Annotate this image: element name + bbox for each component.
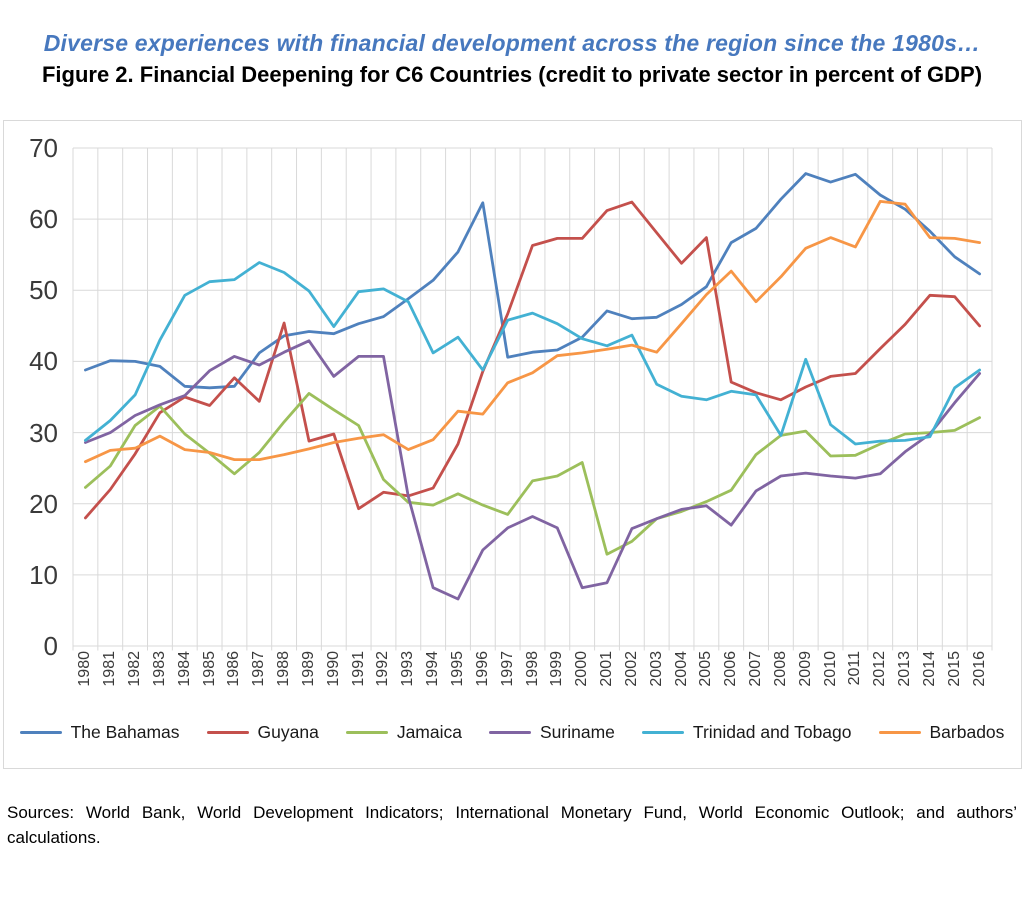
- x-tick-label: 1984: [175, 651, 193, 687]
- legend-item-suriname: Suriname: [489, 722, 615, 743]
- x-tick-label: 2005: [697, 651, 715, 687]
- x-tick-label: 2009: [796, 651, 814, 687]
- x-tick-label: 1996: [473, 651, 491, 687]
- x-tick-label: 2002: [622, 651, 640, 687]
- y-tick-label: 70: [29, 133, 58, 163]
- legend-item-the-bahamas: The Bahamas: [19, 722, 180, 743]
- plot-area: [72, 147, 993, 653]
- y-tick-label: 20: [29, 488, 58, 519]
- series-line-barbados: [83, 200, 981, 464]
- legend-line-swatch: [19, 730, 62, 735]
- line-chart: [72, 147, 993, 651]
- y-tick-label: 60: [29, 204, 58, 235]
- x-tick-label: 2015: [945, 651, 963, 687]
- x-tick-label: 1985: [200, 651, 218, 687]
- x-tick-label: 1994: [424, 651, 442, 687]
- y-tick-label: 0: [43, 631, 58, 661]
- legend-line-swatch: [206, 730, 249, 735]
- x-tick-label: 2011: [846, 651, 864, 686]
- x-tick-label: 1988: [275, 651, 293, 687]
- x-tick-label: 2007: [747, 651, 765, 687]
- series-line-guyana: [83, 200, 981, 520]
- sources-line-1: Sources: World Bank, World Development I…: [7, 803, 1017, 822]
- legend-line-swatch: [878, 730, 921, 735]
- x-tick-label: 1986: [225, 651, 243, 687]
- legend-item-barbados: Barbados: [878, 722, 1005, 743]
- legend-item-trinidad-and-tobago: Trinidad and Tobago: [641, 722, 852, 743]
- series-line-suriname: [83, 339, 981, 601]
- series-line-trinidad-and-tobago: [83, 261, 981, 446]
- chart-subtitle: Diverse experiences with financial devel…: [43, 30, 981, 56]
- x-tick-label: 1981: [101, 651, 119, 687]
- x-tick-label: 1998: [523, 651, 541, 687]
- x-tick-label: 2014: [920, 651, 938, 687]
- x-tick-label: 2001: [598, 651, 615, 687]
- x-tick-label: 1991: [349, 651, 367, 687]
- x-tick-label: 2016: [970, 651, 988, 687]
- x-tick-label: 1989: [299, 651, 317, 687]
- legend-label: Jamaica: [396, 722, 462, 742]
- x-tick-label: 1982: [126, 651, 144, 687]
- sources-line-2: calculations.: [7, 828, 101, 847]
- series-line-the-bahamas: [83, 172, 981, 390]
- x-tick-label: 1987: [250, 651, 268, 687]
- x-tick-label: 1995: [448, 651, 466, 687]
- y-tick-label: 10: [29, 559, 58, 590]
- x-tick-label: 1992: [374, 651, 392, 687]
- legend-label: Guyana: [257, 722, 319, 742]
- x-tick-label: 1980: [76, 651, 94, 687]
- x-tick-label: 2010: [821, 651, 839, 687]
- legend-label: Trinidad and Tobago: [692, 722, 852, 742]
- chart-legend: The Bahamas Guyana Jamaica Suriname Trinidad…: [0, 722, 1024, 743]
- sources-note: Sources: World Bank, World Development I…: [7, 800, 1017, 850]
- figure-caption: Figure 2. Financial Deepening for C6 Cou…: [41, 62, 983, 87]
- x-tick-label: 2008: [771, 651, 789, 687]
- legend-label: The Bahamas: [70, 722, 180, 742]
- x-tick-label: 1983: [150, 651, 168, 687]
- x-tick-label: 1993: [399, 651, 417, 687]
- x-tick-label: 2004: [672, 651, 690, 687]
- legend-item-jamaica: Jamaica: [345, 722, 462, 743]
- x-tick-label: 2013: [896, 651, 914, 687]
- y-tick-label: 30: [29, 417, 58, 448]
- x-tick-label: 2012: [871, 651, 889, 687]
- x-tick-label: 2003: [647, 651, 665, 687]
- x-tick-label: 2006: [722, 651, 740, 687]
- x-tick-label: 1990: [324, 651, 342, 687]
- y-tick-label: 40: [29, 346, 58, 377]
- legend-item-guyana: Guyana: [206, 722, 319, 743]
- legend-line-swatch: [641, 730, 684, 735]
- legend-line-swatch: [345, 730, 388, 735]
- x-tick-label: 1997: [498, 651, 516, 687]
- legend-label: Barbados: [929, 722, 1005, 742]
- series-line-jamaica: [83, 391, 981, 556]
- x-tick-label: 1999: [548, 651, 566, 687]
- y-tick-label: 50: [29, 275, 58, 306]
- legend-label: Suriname: [540, 722, 615, 742]
- legend-line-swatch: [489, 730, 531, 735]
- gridlines: [72, 147, 993, 651]
- x-tick-label: 2000: [573, 651, 591, 687]
